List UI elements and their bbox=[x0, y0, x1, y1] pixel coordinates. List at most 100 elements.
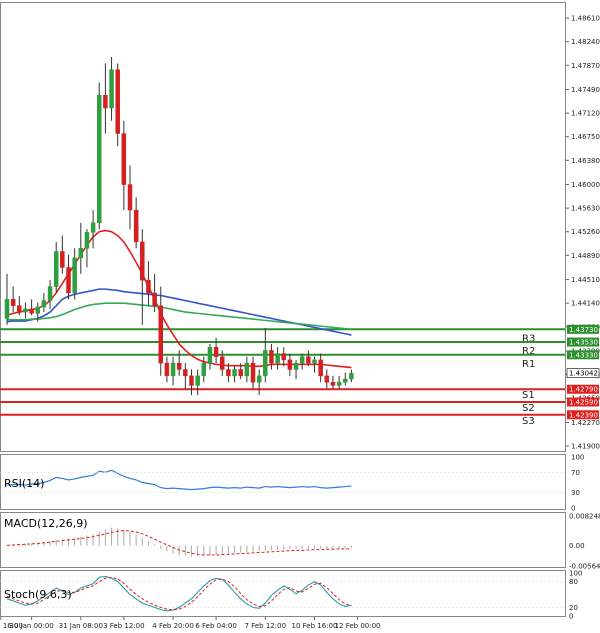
candle-body-down bbox=[226, 369, 231, 377]
y-tick-label: 1.42270 bbox=[571, 419, 600, 427]
level-label-s2: S2 bbox=[522, 403, 535, 414]
candle-body-down bbox=[318, 359, 323, 377]
candle-body-down bbox=[281, 353, 286, 361]
macd-series bbox=[6, 527, 352, 557]
candle-body-down bbox=[220, 356, 225, 370]
candle-body-down bbox=[17, 305, 22, 313]
stoch-series bbox=[0, 575, 565, 612]
macd-panel bbox=[0, 512, 566, 568]
candle-body-down bbox=[189, 375, 194, 386]
y-tick-label: 1.44140 bbox=[571, 300, 600, 308]
x-tick-label: 29 Jan 16:00 bbox=[0, 622, 23, 630]
x-tick-label: 10 Feb 16:00 bbox=[292, 622, 338, 630]
level-price-tag bbox=[567, 324, 599, 334]
y-tick-label: 1.47120 bbox=[571, 110, 600, 118]
candle-body-up bbox=[275, 353, 280, 364]
candle-body-down bbox=[238, 369, 243, 377]
y-tick-label: 1.45260 bbox=[571, 228, 600, 236]
level-price-text: 1.42390 bbox=[569, 411, 598, 419]
macd-y-tick-label: 0.00 bbox=[569, 542, 585, 550]
level-price-tag bbox=[567, 410, 599, 420]
candle-body-down bbox=[60, 251, 65, 268]
candle-body-down bbox=[121, 133, 127, 185]
rsi-line bbox=[6, 469, 352, 491]
candle-body-up bbox=[90, 222, 96, 233]
stoch-label: Stoch(9,6,3) bbox=[4, 588, 72, 601]
y-tick-label: 1.47870 bbox=[571, 62, 600, 70]
candle-body-up bbox=[195, 375, 200, 386]
rsi-panel bbox=[0, 454, 566, 510]
candle-body-down bbox=[152, 292, 157, 306]
stoch-d-line bbox=[6, 576, 352, 611]
candle-body-up bbox=[299, 356, 305, 364]
candle-body-down bbox=[66, 267, 71, 294]
rsi-series bbox=[6, 469, 352, 491]
y-tick-label: 1.47490 bbox=[571, 86, 600, 94]
candle-body-down bbox=[103, 95, 108, 109]
level-label-r2: R2 bbox=[522, 346, 535, 357]
moving-average-line bbox=[6, 288, 352, 336]
x-tick-label: 30 Jan 00:00 bbox=[9, 622, 53, 630]
candle-body-up bbox=[78, 248, 84, 259]
candle-body-up bbox=[293, 362, 299, 370]
stoch-y-tick-label: 80 bbox=[569, 578, 578, 586]
candle-body-up bbox=[97, 95, 102, 224]
candle-body-down bbox=[287, 359, 293, 370]
y-tick-label: 1.45630 bbox=[571, 205, 600, 213]
level-label-r1: R1 bbox=[522, 359, 535, 370]
candle-body-up bbox=[47, 286, 53, 301]
y-tick-label: 1.41900 bbox=[571, 443, 600, 451]
candle-body-down bbox=[10, 299, 16, 306]
y-tick-label: 1.46750 bbox=[571, 133, 600, 141]
x-tick-label: 4 Feb 20:00 bbox=[152, 622, 193, 630]
x-tick-label: 7 Feb 12:00 bbox=[245, 622, 286, 630]
candle-body-up bbox=[312, 359, 317, 364]
candle-body-down bbox=[183, 369, 188, 377]
candle-body-up bbox=[207, 346, 213, 364]
level-price-tags: 1.43730 1.43530 1.43330 1.42790 1.42590 1.423… bbox=[566, 324, 600, 420]
candle-body-up bbox=[35, 306, 40, 314]
candle-body-down bbox=[158, 305, 163, 364]
candle-body-down bbox=[213, 346, 219, 357]
x-tick-label: 31 Jan 08:00 bbox=[59, 622, 103, 630]
candle-body-up bbox=[170, 362, 176, 377]
candle-body-up bbox=[256, 375, 262, 383]
candle-body-down bbox=[127, 184, 133, 211]
macd-y-tick-label: 0.008248 bbox=[569, 513, 600, 521]
stoch-panel bbox=[0, 570, 566, 617]
candle-body-up bbox=[23, 308, 28, 313]
rsi-y-tick-label: 100 bbox=[571, 454, 584, 462]
current-price-tag bbox=[566, 368, 600, 378]
y-tick-label: 1.44890 bbox=[571, 252, 600, 260]
moving-average-line bbox=[7, 302, 352, 331]
rsi-y-tick-label: 30 bbox=[571, 489, 580, 497]
level-price-tag bbox=[567, 397, 599, 407]
candle-body-down bbox=[306, 356, 311, 364]
candle-body-down bbox=[250, 362, 256, 383]
candlesticks bbox=[4, 57, 354, 395]
x-tick-label: 3 Feb 12:00 bbox=[103, 622, 144, 630]
level-price-tag bbox=[567, 350, 599, 360]
stoch-y-tick-label: 0 bbox=[569, 613, 573, 621]
level-price-text: 1.43530 bbox=[569, 339, 598, 347]
moving-average-lines bbox=[6, 229, 352, 369]
candle-body-down bbox=[29, 308, 34, 314]
candle-body-up bbox=[72, 257, 77, 294]
macd-label: MACD(12,26,9) bbox=[4, 517, 88, 530]
level-price-tag bbox=[567, 337, 599, 347]
x-tick-label: 12 Feb 00:00 bbox=[335, 622, 381, 630]
stoch-k-line bbox=[6, 575, 352, 612]
y-tick-label: 1.48240 bbox=[571, 38, 600, 46]
level-price-tag bbox=[567, 384, 599, 394]
y-tick-label: 1.46000 bbox=[571, 181, 600, 189]
level-label-s3: S3 bbox=[522, 416, 535, 427]
candle-body-down bbox=[176, 362, 182, 370]
macd-signal-line bbox=[6, 530, 352, 556]
y-tick-label: 1.48610 bbox=[571, 15, 600, 23]
current-price-label: 1.43042 bbox=[569, 370, 598, 378]
candle-body-down bbox=[146, 279, 151, 294]
candle-body-down bbox=[324, 375, 330, 383]
